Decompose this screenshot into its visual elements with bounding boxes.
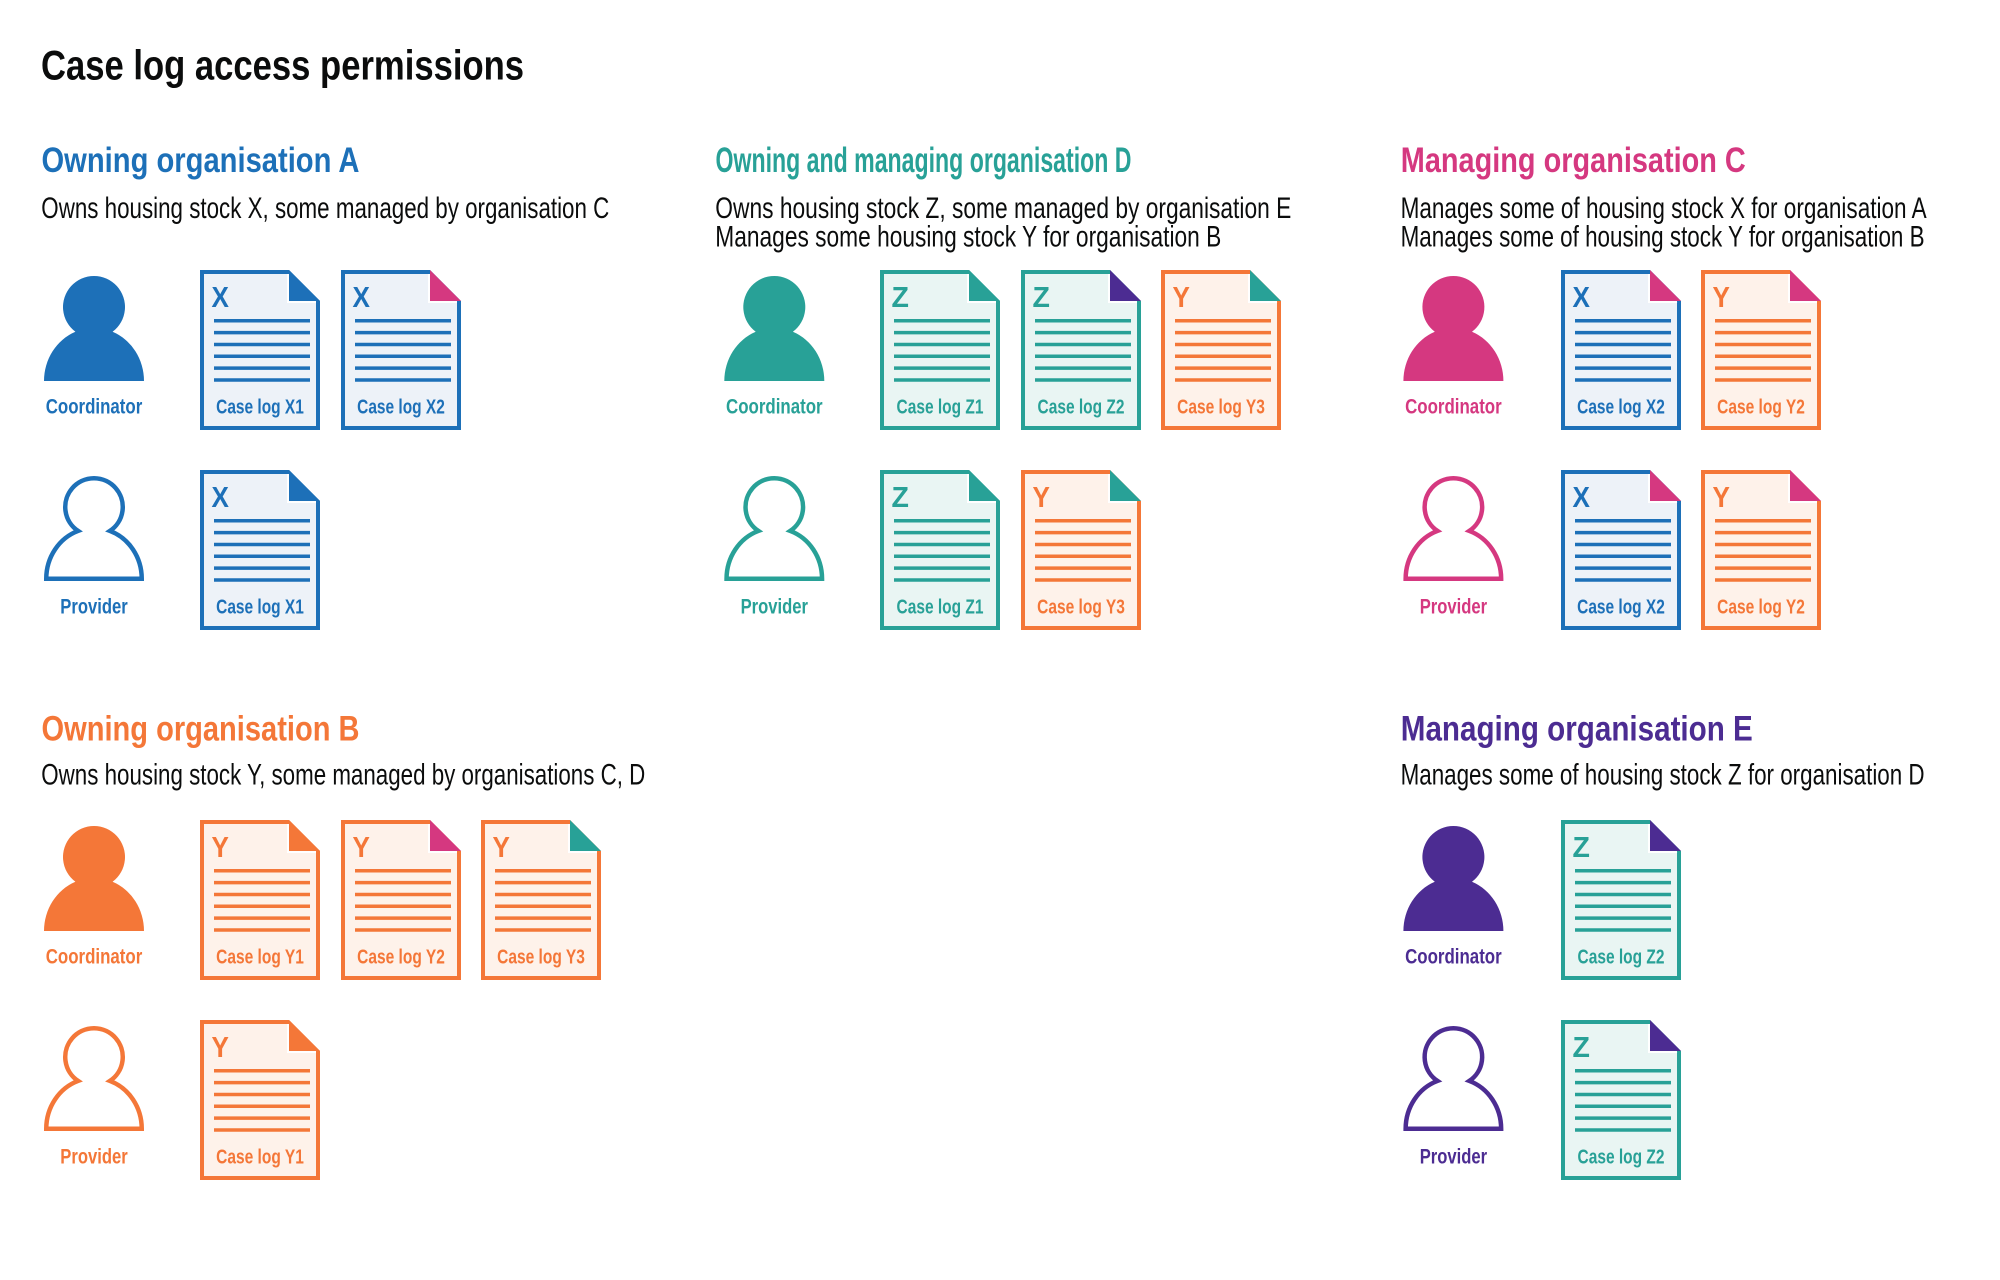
svg-text:Z: Z <box>1033 282 1050 314</box>
svg-text:Owns housing stock X, some man: Owns housing stock X, some managed by or… <box>41 192 609 225</box>
svg-text:Provider: Provider <box>1420 1145 1487 1168</box>
svg-text:Case log Y1: Case log Y1 <box>216 1147 304 1169</box>
svg-text:Owning and managing organisati: Owning and managing organisation D <box>716 140 1132 180</box>
svg-text:Coordinator: Coordinator <box>1405 395 1502 418</box>
svg-text:X: X <box>212 282 230 314</box>
svg-text:X: X <box>212 482 230 514</box>
svg-text:Manages some housing stock Y f: Manages some housing stock Y for organis… <box>715 221 1221 254</box>
svg-text:Case log Z1: Case log Z1 <box>897 597 984 619</box>
svg-text:Owns housing stock Y, some man: Owns housing stock Y, some managed by or… <box>41 759 645 792</box>
svg-text:Coordinator: Coordinator <box>726 395 823 418</box>
svg-text:Y: Y <box>1173 282 1190 314</box>
svg-text:Case log Y2: Case log Y2 <box>1717 397 1805 419</box>
svg-text:Provider: Provider <box>1420 595 1487 618</box>
svg-text:Case log X2: Case log X2 <box>1577 397 1665 419</box>
svg-text:Owning organisation A: Owning organisation A <box>42 140 360 180</box>
svg-text:Y: Y <box>1713 282 1730 314</box>
svg-text:Manages some of housing stock: Manages some of housing stock Y for orga… <box>1401 221 1925 254</box>
svg-text:X: X <box>353 282 371 314</box>
svg-text:Managing organisation C: Managing organisation C <box>1401 140 1746 180</box>
svg-text:Z: Z <box>1573 1032 1590 1064</box>
svg-text:Y: Y <box>212 832 229 864</box>
svg-text:Case log Z1: Case log Z1 <box>897 397 984 419</box>
svg-text:Y: Y <box>353 832 370 864</box>
svg-text:Y: Y <box>1033 482 1050 514</box>
svg-text:Z: Z <box>892 482 909 514</box>
svg-text:Case log X2: Case log X2 <box>1577 597 1665 619</box>
svg-text:X: X <box>1573 282 1591 314</box>
svg-text:Managing organisation E: Managing organisation E <box>1401 709 1753 749</box>
svg-text:Z: Z <box>1573 832 1590 864</box>
svg-text:Case log Z2: Case log Z2 <box>1578 947 1665 969</box>
svg-text:Case log Y1: Case log Y1 <box>216 947 304 969</box>
svg-text:Y: Y <box>493 832 510 864</box>
svg-text:Case log Y2: Case log Y2 <box>1717 597 1805 619</box>
svg-text:Z: Z <box>892 282 909 314</box>
svg-text:Y: Y <box>1713 482 1730 514</box>
svg-text:Owning organisation B: Owning organisation B <box>42 709 360 749</box>
svg-text:Provider: Provider <box>60 1145 127 1168</box>
svg-text:Case log access permissions: Case log access permissions <box>41 41 524 88</box>
svg-text:Case log Y3: Case log Y3 <box>497 947 585 969</box>
svg-text:Case log Y3: Case log Y3 <box>1037 597 1125 619</box>
svg-text:Case log Y2: Case log Y2 <box>357 947 445 969</box>
svg-text:Y: Y <box>212 1032 229 1064</box>
svg-text:Case log X1: Case log X1 <box>216 597 304 619</box>
svg-text:Coordinator: Coordinator <box>46 945 143 968</box>
svg-text:Manages some of housing stock: Manages some of housing stock X for orga… <box>1401 192 1927 225</box>
svg-text:Case log X2: Case log X2 <box>357 397 445 419</box>
svg-text:Owns housing stock Z, some man: Owns housing stock Z, some managed by or… <box>715 192 1291 225</box>
svg-text:Provider: Provider <box>60 595 127 618</box>
svg-text:Coordinator: Coordinator <box>46 395 143 418</box>
svg-text:X: X <box>1573 482 1591 514</box>
svg-text:Coordinator: Coordinator <box>1405 945 1502 968</box>
svg-text:Case log Z2: Case log Z2 <box>1578 1147 1665 1169</box>
svg-text:Provider: Provider <box>741 595 808 618</box>
svg-text:Case log Z2: Case log Z2 <box>1038 397 1125 419</box>
svg-text:Case log Y3: Case log Y3 <box>1177 397 1265 419</box>
svg-text:Manages some of housing stock: Manages some of housing stock Z for orga… <box>1401 759 1925 792</box>
svg-text:Case log X1: Case log X1 <box>216 397 304 419</box>
